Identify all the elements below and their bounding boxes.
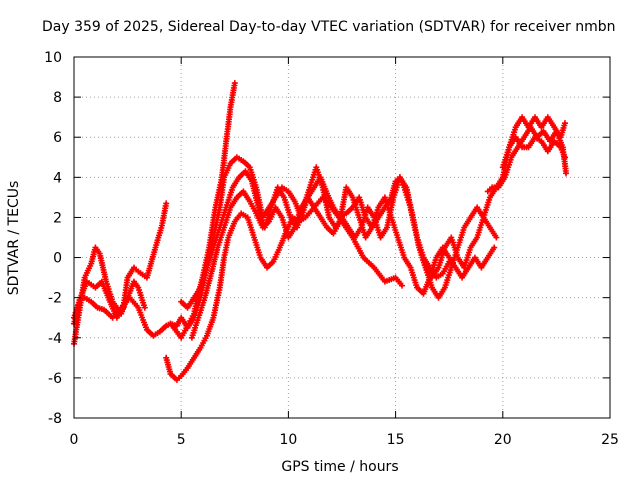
series-arc-7 [188, 184, 498, 341]
x-tick-label: 0 [70, 432, 79, 448]
data-point [563, 170, 570, 177]
series-arc-10 [499, 134, 568, 171]
chart-title: Day 359 of 2025, Sidereal Day-to-day VTE… [42, 19, 616, 35]
x-tick-label: 15 [387, 432, 405, 448]
y-tick-label: -8 [48, 411, 62, 427]
y-tick-label: -4 [48, 331, 62, 347]
y-tick-label: 0 [53, 251, 62, 267]
y-tick-label: -2 [48, 291, 62, 307]
data-point [141, 304, 148, 311]
data-point [163, 200, 170, 207]
x-tick-label: 20 [494, 432, 512, 448]
x-axis-label: GPS time / hours [281, 459, 398, 475]
data-point [561, 120, 568, 127]
y-tick-label: 10 [44, 50, 62, 66]
series-arc-8 [403, 114, 568, 281]
y-tick-label: 8 [53, 90, 62, 106]
x-tick-label: 25 [601, 432, 619, 448]
data-point [561, 154, 568, 161]
y-tick-label: 4 [53, 170, 62, 186]
y-tick-label: 2 [53, 210, 62, 226]
y-axis-label: SDTVAR / TECUs [6, 181, 22, 296]
data-point [493, 234, 500, 241]
data-point [399, 282, 406, 289]
x-tick-label: 10 [279, 432, 297, 448]
y-tick-label: -6 [48, 371, 62, 387]
axes: 0 5 10 15 20 25 -8 -6 -4 -2 0 2 4 6 8 10 [44, 50, 619, 448]
data-point [491, 244, 498, 251]
plot-frame [73, 56, 611, 419]
series-group [71, 80, 570, 383]
y-tick-label: 6 [53, 130, 62, 146]
x-tick-label: 5 [177, 432, 186, 448]
data-point [231, 80, 238, 87]
